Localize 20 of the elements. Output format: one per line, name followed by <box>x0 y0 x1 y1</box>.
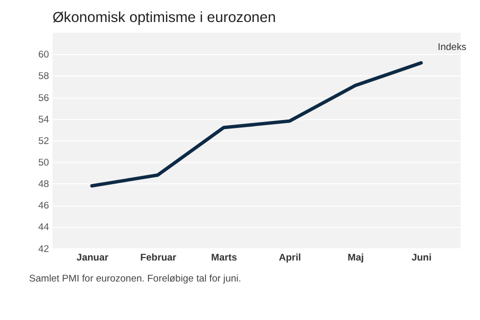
y-tick-label: 58 <box>38 71 50 82</box>
y-tick-label: 54 <box>38 114 50 126</box>
line-series <box>90 61 423 188</box>
x-tick-label: Juni <box>412 252 432 264</box>
y-tick-label: 46 <box>38 200 50 212</box>
y-tick-label: 42 <box>38 244 50 255</box>
y-tick-label: 52 <box>38 136 50 147</box>
y-tick-label: 44 <box>38 222 50 234</box>
chart-title: Økonomisk optimisme i eurozonen <box>52 10 276 26</box>
y-tick-label: 48 <box>38 179 50 190</box>
text: Samlet PMI for eurozonen. Foreløbige tal for juni. <box>29 273 242 284</box>
y-axis-title: Indeks <box>438 42 467 54</box>
x-tick-label: Februar <box>140 252 177 264</box>
y-tick-label: 50 <box>38 157 50 168</box>
y-tick-label: 60 <box>38 50 50 61</box>
x-tick-label: Januar <box>76 252 109 264</box>
x-tick-label: Maj <box>348 252 364 264</box>
y-tick-label: 56 <box>38 92 50 104</box>
x-tick-label: Marts <box>211 252 238 264</box>
x-tick-label: April <box>278 252 302 264</box>
